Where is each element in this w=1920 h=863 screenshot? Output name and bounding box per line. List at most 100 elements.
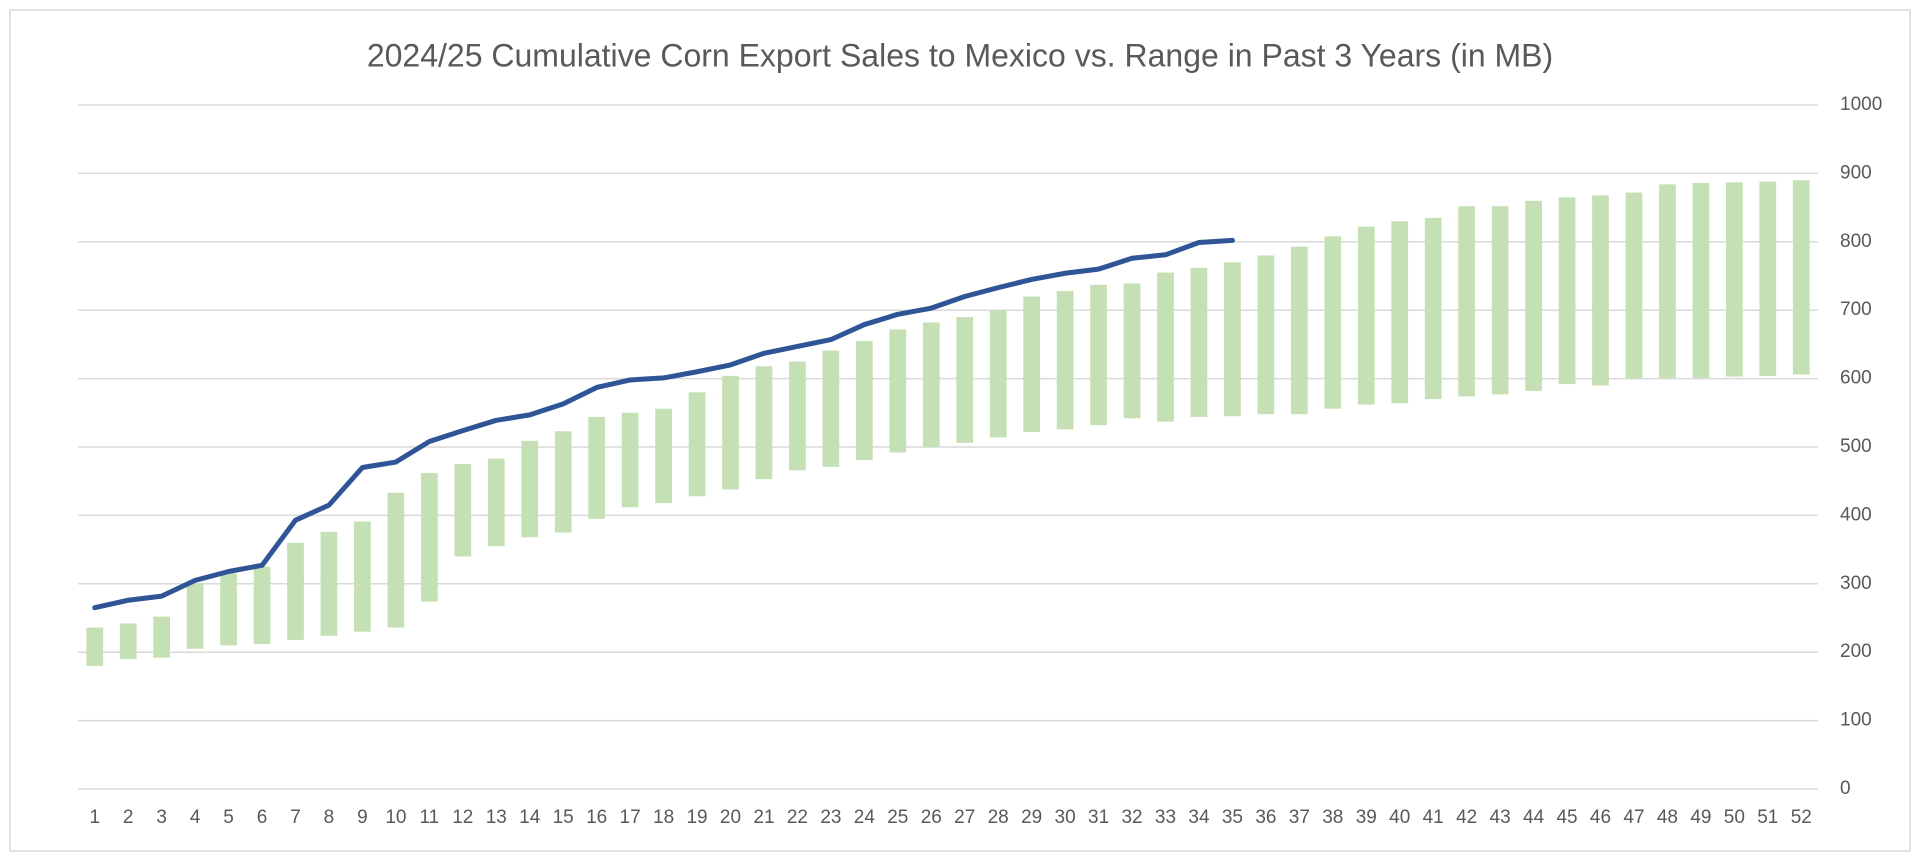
x-tick-label: 42 bbox=[1456, 807, 1477, 828]
range-bar bbox=[989, 310, 1007, 438]
y-tick-label: 400 bbox=[1840, 504, 1872, 525]
range-bar bbox=[1525, 200, 1542, 391]
x-tick-label: 45 bbox=[1556, 807, 1577, 828]
range-bar bbox=[789, 361, 806, 471]
range-bar bbox=[287, 542, 304, 640]
range-bar bbox=[1725, 182, 1743, 377]
range-bar bbox=[588, 416, 606, 519]
x-tick-label: 25 bbox=[887, 807, 908, 828]
x-tick-label: 15 bbox=[553, 807, 574, 828]
x-tick-label: 28 bbox=[988, 807, 1009, 828]
range-bar bbox=[1257, 255, 1275, 415]
range-bar bbox=[822, 350, 840, 467]
range-bar bbox=[855, 340, 873, 460]
y-tick-label: 1000 bbox=[1840, 94, 1882, 115]
range-bar bbox=[420, 472, 438, 602]
range-bar bbox=[1324, 236, 1342, 409]
x-tick-label: 29 bbox=[1021, 807, 1042, 828]
x-tick-label: 35 bbox=[1222, 807, 1243, 828]
range-bar bbox=[119, 623, 137, 660]
range-bar bbox=[922, 322, 940, 447]
x-tick-label: 43 bbox=[1490, 807, 1511, 828]
x-tick-label: 26 bbox=[921, 807, 942, 828]
range-bar bbox=[1625, 192, 1643, 379]
x-tick-label: 23 bbox=[820, 807, 841, 828]
x-tick-label: 27 bbox=[954, 807, 975, 828]
range-bar bbox=[1692, 182, 1710, 378]
x-tick-label: 14 bbox=[519, 807, 541, 828]
range-bar bbox=[722, 375, 739, 490]
range-bar bbox=[1759, 181, 1777, 376]
x-tick-label: 50 bbox=[1724, 807, 1745, 828]
range-bar bbox=[1659, 184, 1676, 378]
x-tick-label: 48 bbox=[1657, 807, 1678, 828]
x-tick-label: 30 bbox=[1055, 807, 1076, 828]
range-bar bbox=[1123, 283, 1141, 419]
y-tick-label: 200 bbox=[1840, 641, 1872, 662]
range-bar bbox=[1290, 246, 1308, 415]
range-bar bbox=[454, 464, 472, 557]
range-bar bbox=[1357, 226, 1375, 405]
x-tick-label: 12 bbox=[452, 807, 473, 828]
range-bar bbox=[1157, 272, 1174, 422]
range-bar bbox=[1056, 291, 1074, 430]
x-tick-label: 52 bbox=[1791, 807, 1812, 828]
y-tick-label: 500 bbox=[1840, 436, 1872, 457]
x-tick-label: 51 bbox=[1757, 807, 1778, 828]
range-bar bbox=[1391, 221, 1409, 404]
x-tick-label: 13 bbox=[486, 807, 507, 828]
x-tick-label: 49 bbox=[1690, 807, 1711, 828]
range-bar bbox=[253, 566, 271, 644]
range-bar bbox=[86, 627, 104, 666]
x-tick-label: 18 bbox=[653, 807, 674, 828]
x-tick-label: 2 bbox=[123, 807, 134, 828]
range-bar bbox=[186, 583, 204, 649]
x-tick-label: 21 bbox=[753, 807, 774, 828]
range-bar bbox=[621, 412, 639, 508]
range-bar bbox=[387, 492, 405, 628]
range-bar bbox=[755, 366, 773, 480]
x-tick-label: 9 bbox=[357, 807, 368, 828]
y-tick-label: 700 bbox=[1840, 299, 1872, 320]
range-bar bbox=[220, 573, 237, 646]
line-series bbox=[92, 237, 1235, 611]
x-tick-label: 5 bbox=[223, 807, 234, 828]
range-bar bbox=[354, 521, 371, 632]
x-tick-label: 31 bbox=[1088, 807, 1109, 828]
x-tick-label: 8 bbox=[324, 807, 335, 828]
x-tick-label: 39 bbox=[1356, 807, 1377, 828]
y-tick-label: 300 bbox=[1840, 573, 1872, 594]
x-tick-label: 44 bbox=[1523, 807, 1545, 828]
range-bar bbox=[1792, 180, 1810, 375]
range-bar bbox=[1592, 195, 1609, 386]
x-tick-label: 34 bbox=[1188, 807, 1210, 828]
range-bar bbox=[153, 616, 171, 658]
y-tick-label: 900 bbox=[1840, 162, 1872, 183]
x-tick-label: 20 bbox=[720, 807, 741, 828]
x-tick-label: 10 bbox=[385, 807, 406, 828]
range-bar bbox=[1458, 206, 1476, 397]
range-bar bbox=[1491, 206, 1509, 395]
x-tick-label: 22 bbox=[787, 807, 808, 828]
range-bar bbox=[320, 531, 338, 636]
y-tick-label: 600 bbox=[1840, 368, 1872, 389]
x-tick-label: 41 bbox=[1423, 807, 1444, 828]
chart-title: 2024/25 Cumulative Corn Export Sales to … bbox=[367, 37, 1553, 73]
range-bar bbox=[1424, 217, 1442, 400]
range-bar bbox=[487, 458, 505, 547]
y-tick-label: 0 bbox=[1840, 778, 1851, 799]
y-tick-label: 800 bbox=[1840, 231, 1872, 252]
range-bar bbox=[688, 392, 706, 497]
x-tick-label: 33 bbox=[1155, 807, 1176, 828]
x-tick-label: 6 bbox=[257, 807, 268, 828]
range-bar bbox=[1090, 284, 1107, 426]
range-bar bbox=[521, 440, 539, 538]
x-tick-label: 17 bbox=[620, 807, 641, 828]
x-tick-label: 19 bbox=[686, 807, 707, 828]
x-tick-label: 24 bbox=[854, 807, 876, 828]
x-tick-label: 4 bbox=[190, 807, 201, 828]
x-tick-label: 46 bbox=[1590, 807, 1611, 828]
x-tick-label: 37 bbox=[1289, 807, 1310, 828]
x-tick-label: 1 bbox=[89, 807, 100, 828]
